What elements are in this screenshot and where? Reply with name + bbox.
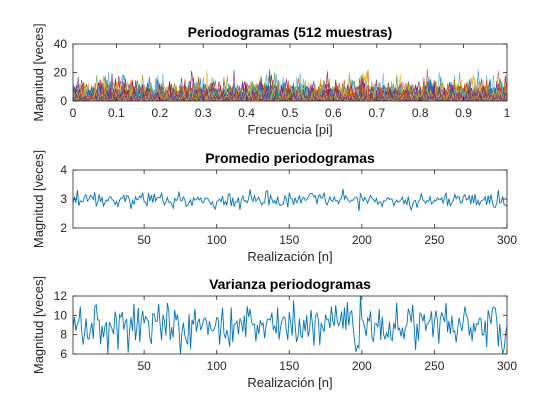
y-tick-label: 6 bbox=[60, 347, 67, 361]
plot-area bbox=[73, 170, 507, 228]
y-axis-label: Magnitud [veces] bbox=[31, 276, 46, 374]
plot-area bbox=[73, 296, 507, 354]
x-tick-label: 50 bbox=[137, 359, 151, 373]
y-tick-label: 8 bbox=[60, 328, 67, 342]
periodogram-series-line bbox=[73, 78, 507, 101]
x-tick-label: 0.3 bbox=[195, 106, 212, 120]
axes-varianza: 50 100 150 200 250 300 6 8 10 12 Varianza periodog… bbox=[31, 276, 517, 390]
x-tick-label: 200 bbox=[352, 233, 372, 247]
y-axis-label: Magnitud [veces] bbox=[31, 23, 46, 121]
axes-frame bbox=[72, 295, 508, 355]
y-tick-label: 2 bbox=[60, 221, 67, 235]
axes-periodogramas: 0 0.1 0.2 0.3 0.4 0.5 0.6 0.7 0.8 0.9 1 0 20 40 Period… bbox=[31, 23, 511, 137]
x-tick-label: 250 bbox=[424, 233, 444, 247]
x-tick-label: 0.5 bbox=[282, 106, 299, 120]
x-tick-label: 150 bbox=[279, 233, 299, 247]
x-tick-label: 0.1 bbox=[108, 106, 125, 120]
x-tick-label: 150 bbox=[279, 359, 299, 373]
x-tick-label: 0.8 bbox=[412, 106, 429, 120]
y-tick-label: 40 bbox=[54, 37, 68, 51]
x-tick-label: 200 bbox=[352, 359, 372, 373]
chart-title: Varianza periodogramas bbox=[209, 276, 371, 292]
x-tick-label: 0.9 bbox=[455, 106, 472, 120]
x-tick-label: 100 bbox=[207, 233, 227, 247]
x-tick-label: 0.6 bbox=[325, 106, 342, 120]
y-tick-label: 12 bbox=[54, 289, 68, 303]
y-tick-label: 20 bbox=[54, 66, 68, 80]
x-tick-label: 100 bbox=[207, 359, 227, 373]
x-axis-label: Realización [n] bbox=[247, 249, 332, 264]
x-tick-label: 300 bbox=[497, 233, 517, 247]
x-tick-label: 0.7 bbox=[368, 106, 385, 120]
varianza-series-line bbox=[73, 296, 507, 354]
promedio-series-line bbox=[72, 188, 508, 212]
x-tick-label: 250 bbox=[424, 359, 444, 373]
y-tick-label: 3 bbox=[60, 192, 67, 206]
x-tick-label: 1 bbox=[504, 106, 511, 120]
chart-title: Promedio periodogramas bbox=[205, 150, 375, 166]
y-tick-label: 0 bbox=[60, 94, 67, 108]
chart-title: Periodogramas (512 muestras) bbox=[188, 24, 393, 40]
x-tick-label: 300 bbox=[497, 359, 517, 373]
x-tick-label: 0.2 bbox=[151, 106, 168, 120]
x-axis-label: Frecuencia [pi] bbox=[247, 122, 332, 137]
x-tick-label: 0 bbox=[70, 106, 77, 120]
y-tick-label: 4 bbox=[60, 163, 67, 177]
y-axis-label: Magnitud [veces] bbox=[31, 150, 46, 248]
axes-promedio: 50 100 150 200 250 300 2 3 4 Promedio periodogram… bbox=[31, 150, 517, 264]
y-tick-label: 10 bbox=[54, 308, 68, 322]
x-axis-label: Realización [n] bbox=[247, 375, 332, 390]
x-tick-label: 50 bbox=[137, 233, 151, 247]
x-tick-label: 0.4 bbox=[238, 106, 255, 120]
